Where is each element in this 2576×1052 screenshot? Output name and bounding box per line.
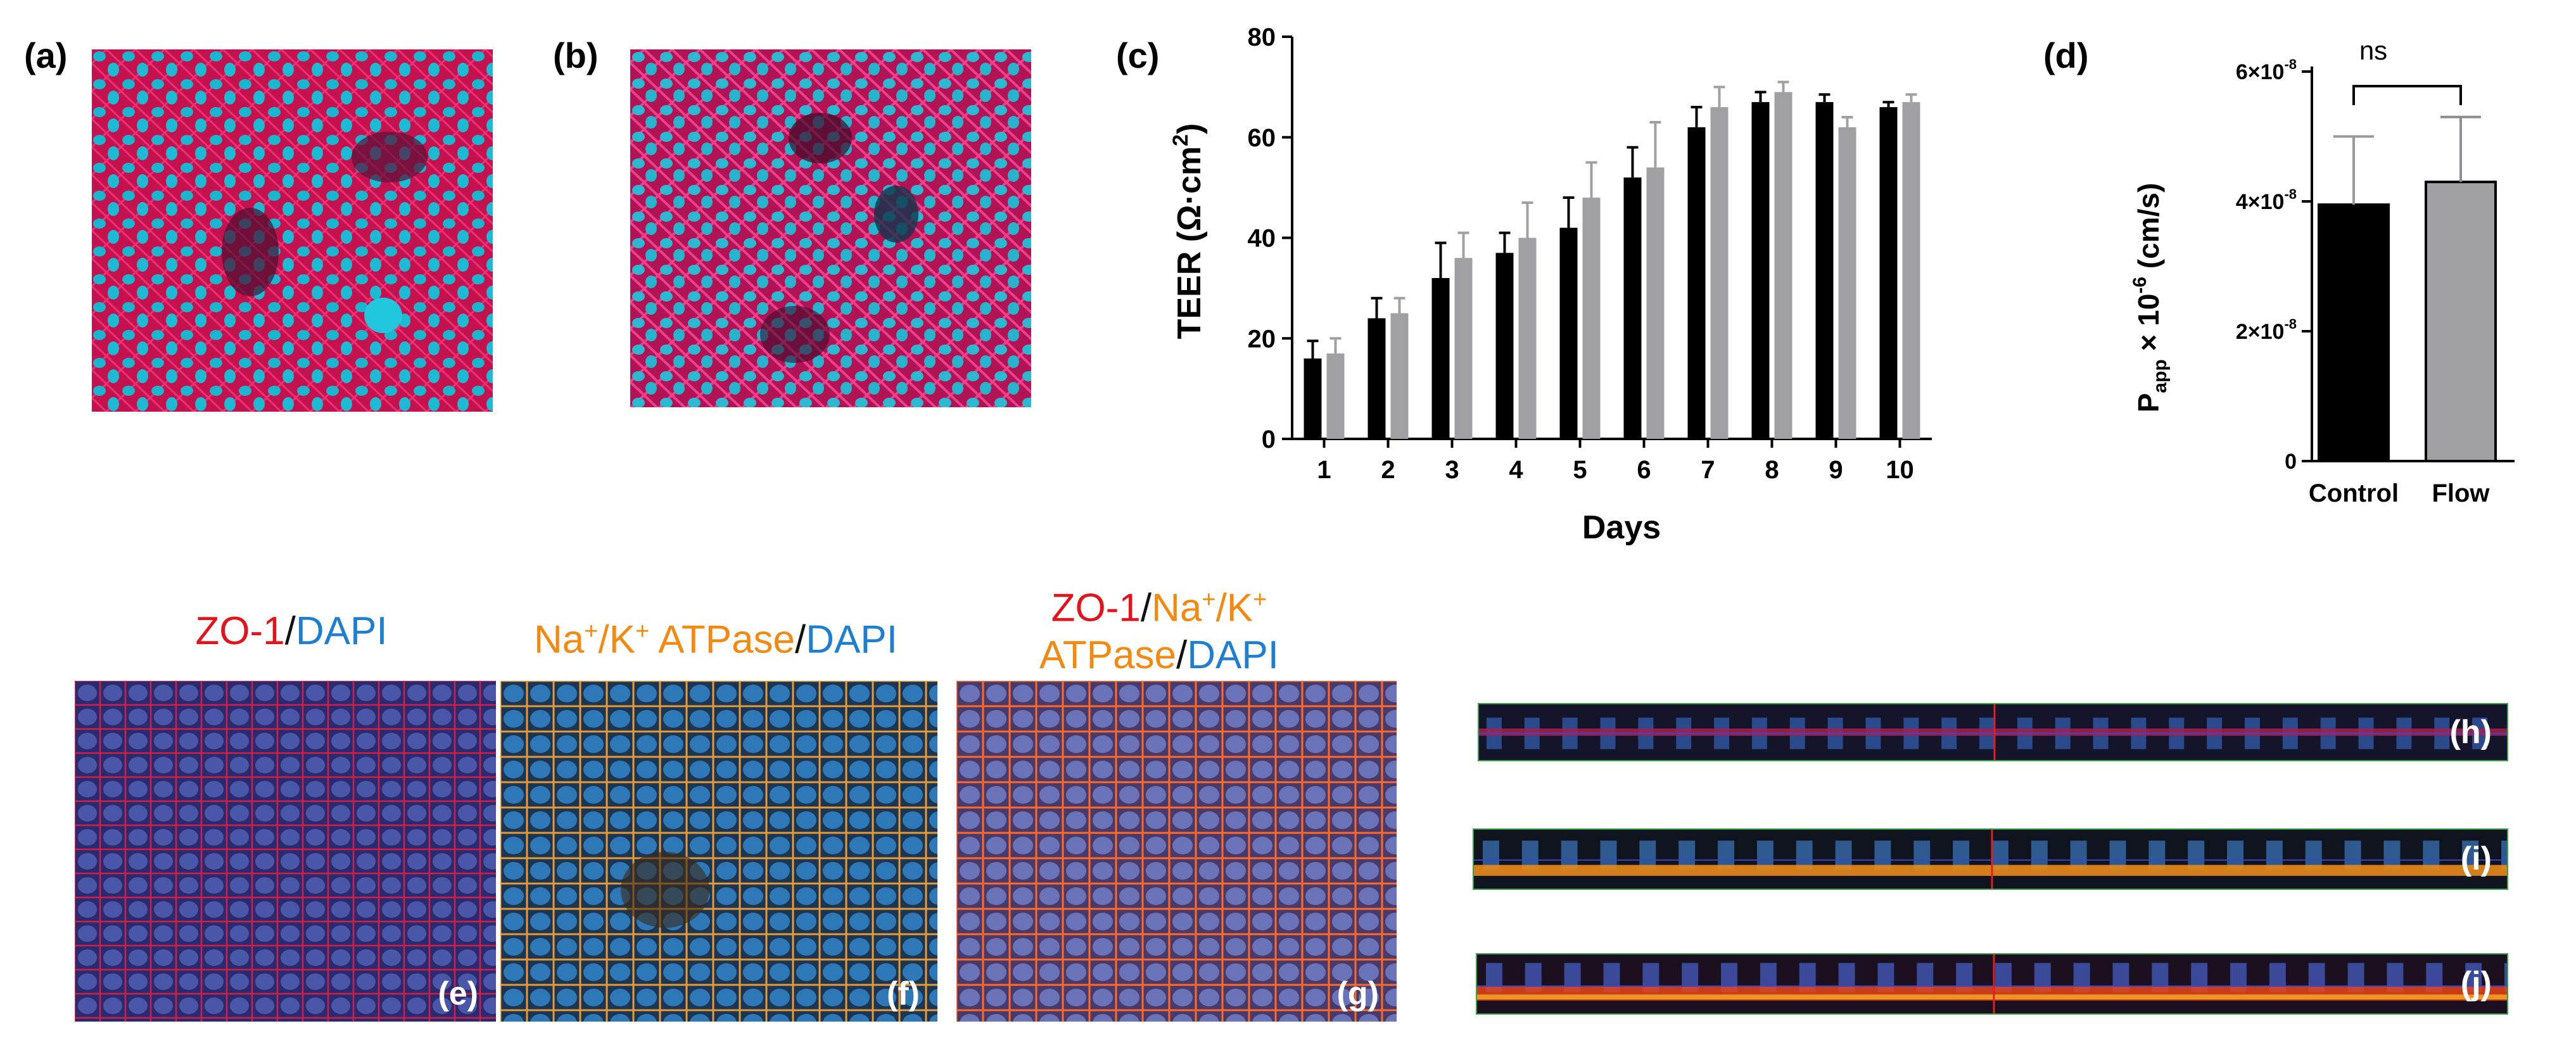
stain-label-g-line2: ATPase/DAPI [1039,633,1279,677]
chart-c-bar [1774,92,1792,439]
orthogonal-i-image [1474,830,2507,889]
chart-c-bar [1582,198,1601,439]
chart-c-bar [1495,253,1514,439]
chart-c-xtick-label: 6 [1637,456,1651,484]
chart-c-xtick-label: 9 [1829,456,1843,484]
chart-c-bar [1454,258,1473,439]
chart-c-bar [1304,358,1322,439]
chart-c-bar [1879,107,1898,439]
chart-d-ytick-label: 0 [2285,450,2297,474]
orthogonal-j: (j) [1476,953,2508,1015]
chart-c-bar [1518,238,1537,439]
chart-d: 0 2×10-8 4×10-8 6×10-8 Control Flow Papp × 10… [2129,35,2515,507]
panel-label-b: (b) [553,35,599,75]
chart-d-bar [2318,203,2390,462]
panel-label-j: (j) [2460,965,2492,1002]
chart-c-xtick-label: 5 [1573,456,1587,484]
chart-c-bar [1623,177,1642,439]
chart-c-bar [1390,313,1409,439]
panel-label-d: (d) [2043,35,2089,75]
chart-c-ylabel: TEER (Ω·cm2) [1169,124,1208,339]
chart-c-bar [1838,127,1856,439]
confocal-e: (e) [75,681,496,1022]
stain-label-e: ZO-1/DAPI [195,609,388,653]
chart-c-bar [1902,102,1920,439]
orthogonal-j-image [1477,954,2507,1013]
chart-d-plot: 0 2×10-8 4×10-8 6×10-8 Control Flow [2236,56,2515,507]
chart-c-bar [1687,127,1706,439]
chart-c-bar [1431,278,1450,439]
chart-c-xtick-label: 3 [1445,456,1459,484]
chart-d-bar [2425,181,2497,462]
confocal-f: (f) [500,681,937,1022]
chart-c-bar [1751,102,1770,439]
micrograph-a-image [92,49,493,412]
chart-d-ytick-label: 6×10-8 [2236,56,2297,84]
chart-d-annotation: ns [2359,35,2387,65]
stain-label-f: Na+/K+ ATPase/DAPI [534,618,898,662]
stain-label-g-line1: ZO-1/Na+/K+ [1051,586,1267,630]
chart-c-ytick-label: 40 [1248,225,1276,253]
chart-d-ylabel-sub: app [2150,359,2171,393]
confocal-e-image [75,681,496,1022]
chart-c-bar [1815,102,1834,439]
chart-c-ytick-label: 80 [1248,23,1276,51]
confocal-g: (g) [956,681,1397,1022]
panel-label-a: (a) [24,35,68,75]
panel-label-h: (h) [2449,714,2492,751]
chart-c-bar [1559,227,1578,439]
orthogonal-h: (h) [1478,703,2508,761]
panel-label-g: (g) [1336,975,1379,1012]
panel-label-f: (f) [887,975,920,1012]
chart-c-bar [1646,167,1665,439]
chart-c: 0 20 40 60 80 1 2 3 4 5 6 7 8 9 10 TEER (Ω·cm2) Days [1169,23,1932,546]
chart-d-xtick-label: Flow [2432,479,2490,507]
chart-c-bar [1710,107,1729,439]
chart-c-xlabel: Days [1582,509,1661,546]
chart-c-xtick-label: 2 [1381,456,1395,484]
chart-d-ylabel-sup: -6 [2129,277,2150,294]
chart-d-significance-bracket [2352,85,2462,105]
chart-c-plot: 0 20 40 60 80 1 2 3 4 5 6 7 8 9 10 [1248,23,1932,484]
micrograph-b-image [630,49,1031,407]
stain-label-g: ZO-1/Na+/K+ ATPase/DAPI [950,576,1368,679]
micrograph-b [630,49,1031,407]
chart-d-ylabel: Papp × 10-6 (cm/s) [2129,183,2171,413]
panel-label-e: (e) [438,975,478,1012]
chart-c-ylabel-sup: 2 [1169,134,1193,146]
confocal-g-image [956,681,1397,1022]
chart-d-ytick-label: 2×10-8 [2236,316,2297,344]
chart-c-xtick-label: 7 [1701,456,1715,484]
orthogonal-h-image [1479,704,2507,760]
orthogonal-i: (i) [1473,828,2508,890]
chart-c-bar [1326,353,1345,439]
chart-d-xtick-label: Control [2309,479,2399,507]
panel-label-c: (c) [1116,35,1160,75]
chart-c-xtick-label: 10 [1886,456,1914,484]
chart-c-ytick-label: 20 [1248,325,1276,353]
chart-c-xtick-label: 8 [1765,456,1779,484]
micrograph-a [92,49,493,412]
chart-c-ytick-label: 60 [1248,124,1276,152]
confocal-f-image [500,681,937,1022]
chart-c-xtick-label: 1 [1317,456,1331,484]
chart-c-xtick-label: 4 [1509,456,1523,484]
chart-d-ytick-label: 4×10-8 [2236,186,2297,214]
chart-c-ytick-label: 0 [1262,426,1276,453]
chart-c-bar [1367,318,1386,439]
panel-label-i: (i) [2460,840,2492,877]
